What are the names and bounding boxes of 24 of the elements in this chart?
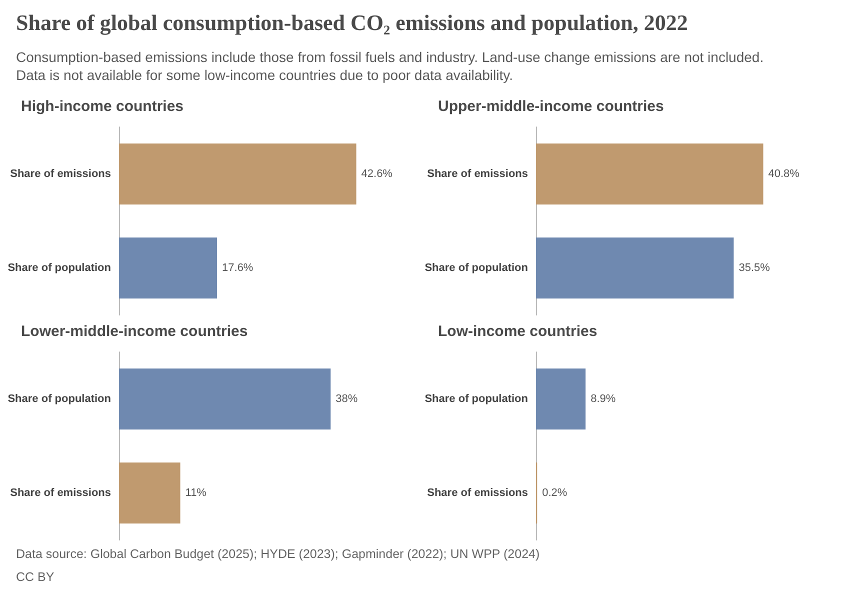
y-tick-label: Share of population (8, 262, 112, 274)
data-label: 8.9% (590, 393, 616, 405)
text: CC BY (16, 570, 54, 584)
chart-title: Lower-middle-income countries (21, 323, 248, 340)
y-tick-label: Share of population (8, 393, 112, 405)
text: Share of global consumption-based CO₂ emissions and population, 2022 (16, 10, 688, 36)
y-tick-label: Share of emissions (10, 487, 111, 499)
data-label: 38% (336, 393, 358, 405)
chart-title: Upper-middle-income countries (438, 98, 664, 115)
data-label: 0.2% (542, 487, 568, 499)
data-label: 11% (185, 487, 207, 499)
chart-title: Low-income countries (438, 323, 598, 340)
y-tick-label: Share of emissions (427, 168, 528, 180)
y-tick-label: Share of emissions (10, 168, 111, 180)
chart-title: High-income countries (21, 98, 184, 115)
y-tick-label: Share of population (424, 393, 528, 405)
data-label: 40.8% (768, 168, 800, 180)
data-label: 17.6% (222, 262, 254, 274)
data-label: 35.5% (738, 262, 770, 274)
data-label: 42.6% (361, 168, 393, 180)
y-tick-label: Share of emissions (427, 487, 528, 499)
text: Consumption-based emissions include those from fossil fuels and industry. Land-use change emissions are not included. Data is not available for some low-income countries due to poor data availability. (16, 48, 765, 84)
y-tick-label: Share of population (424, 262, 528, 274)
source-note: Data source: Global Carbon Budget (2025); HYDE (2023); Gapminder (2022); UN WPP (2024) (16, 547, 540, 561)
